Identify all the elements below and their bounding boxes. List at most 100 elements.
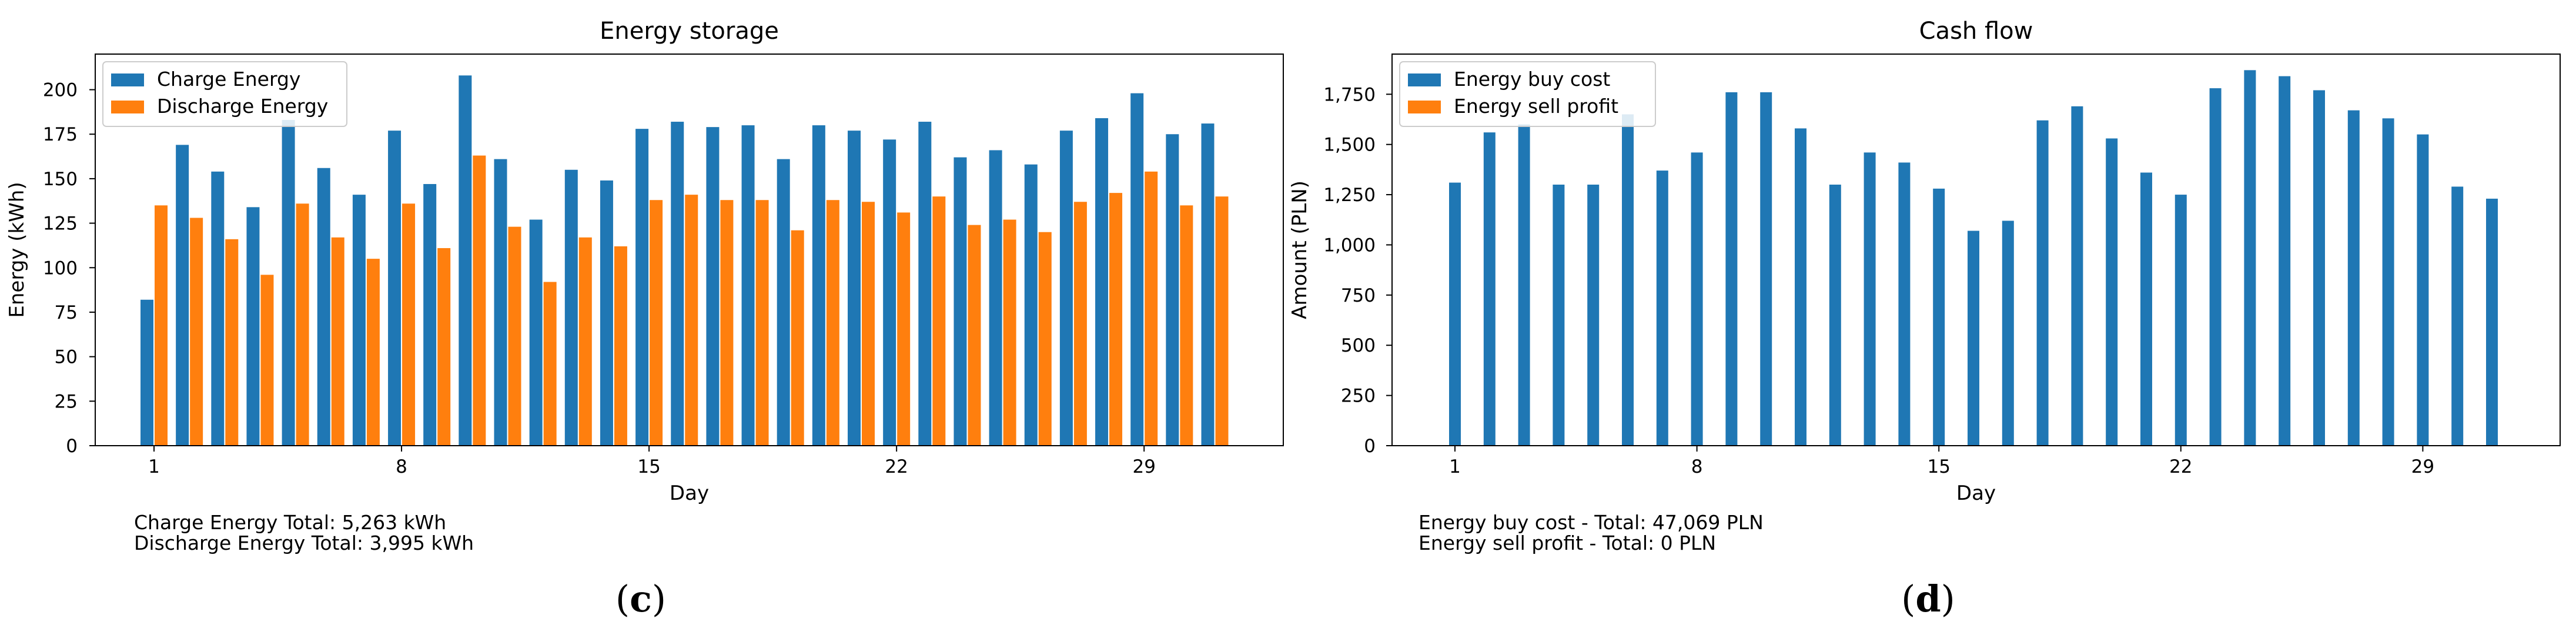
bar: [1059, 131, 1073, 446]
legend-box: [102, 61, 347, 127]
y-axis-label: Energy (kWh): [5, 182, 29, 317]
bar: [1109, 193, 1123, 446]
bar: [989, 150, 1002, 446]
bar: [1760, 92, 1772, 446]
bar: [2347, 110, 2360, 446]
bar: [2106, 138, 2118, 446]
bar: [862, 202, 875, 446]
bar: [459, 75, 472, 446]
x-tick-label: 8: [396, 456, 407, 477]
legend-label: Discharge Energy: [157, 95, 328, 118]
y-tick-label: 1,000: [1323, 235, 1376, 256]
bar: [826, 200, 839, 446]
legend-label: Energy buy cost: [1454, 68, 1610, 91]
bar: [1024, 164, 1038, 446]
x-tick-label: 15: [637, 456, 660, 477]
bar: [918, 122, 932, 446]
bar: [1166, 134, 1179, 446]
bar: [932, 196, 946, 446]
x-tick-label: 1: [1449, 456, 1461, 477]
bar: [1864, 152, 1876, 446]
bar: [1691, 152, 1703, 446]
y-tick-label: 1,750: [1323, 84, 1376, 105]
bar: [2036, 120, 2049, 446]
bar: [755, 200, 769, 446]
bar: [2244, 70, 2256, 446]
bar: [282, 120, 295, 446]
plot-frame: [95, 54, 1284, 446]
bar: [791, 230, 804, 446]
bar: [1622, 114, 1634, 446]
caption-paren-open: (: [615, 577, 630, 620]
bar: [1829, 185, 1841, 446]
chart-energy-storage: Energy storage 0 25 50 75 100 125 150 175 200 1 8 15…: [5, 18, 1284, 620]
series-charge-energy: [140, 75, 1215, 446]
bar: [1725, 92, 1738, 446]
x-axis-label: Day: [1956, 482, 1996, 505]
legend: Charge Energy Discharge Energy: [102, 61, 347, 127]
bar: [2486, 198, 2498, 446]
legend-swatch: [1408, 101, 1441, 113]
bar: [883, 139, 896, 446]
bar: [423, 183, 437, 446]
bar: [2002, 220, 2014, 446]
bar: [578, 237, 592, 446]
bar: [2174, 195, 2187, 446]
x-tick-label: 8: [1691, 456, 1703, 477]
bar: [1003, 219, 1016, 446]
bar: [1553, 185, 1565, 446]
bar: [494, 159, 507, 446]
bar: [176, 145, 189, 446]
bar: [720, 200, 734, 446]
bar: [437, 248, 451, 446]
legend-label: Energy sell profit: [1454, 95, 1618, 118]
panel-caption: (c): [615, 577, 666, 620]
y-tick-label: 0: [66, 436, 78, 457]
y-tick-label: 750: [1341, 285, 1376, 306]
bar: [2071, 106, 2083, 446]
caption-letter: c: [630, 577, 652, 620]
chart-cash-flow: Cash flow 0 250 500 750 1,000 1,250 1,500 1,750 1…: [1288, 18, 2561, 620]
bar: [2382, 118, 2394, 446]
bar: [296, 203, 309, 446]
bar: [614, 246, 627, 446]
y-tick-label: 200: [43, 80, 78, 101]
bar: [1968, 230, 1979, 446]
bar: [1587, 185, 1600, 446]
y-tick-label: 175: [43, 124, 78, 145]
bar: [741, 125, 755, 446]
bar: [848, 131, 861, 446]
bar: [388, 131, 402, 446]
y-tick-label: 1,500: [1323, 135, 1376, 156]
summary-line: Energy buy cost - Total: 47,069 PLN: [1419, 511, 1764, 534]
bar: [246, 207, 260, 446]
caption-paren-close: ): [652, 577, 666, 620]
bar: [1201, 123, 1215, 446]
bar: [1145, 171, 1158, 446]
bar: [140, 299, 153, 446]
y-tick-label: 50: [55, 347, 78, 368]
bar: [685, 195, 698, 446]
bar: [1130, 93, 1144, 446]
caption-letter: d: [1915, 577, 1941, 620]
x-tick-label: 15: [1927, 456, 1950, 477]
bar: [2279, 76, 2291, 446]
plot-frame: [1391, 54, 2561, 446]
y-tick-label: 150: [43, 169, 78, 190]
y-tick-label: 500: [1341, 335, 1376, 356]
bar: [331, 237, 344, 446]
bar: [2140, 172, 2152, 446]
x-tick-label: 29: [1132, 456, 1155, 477]
bar: [1898, 162, 1911, 446]
legend: Energy buy cost Energy sell profit: [1399, 61, 1656, 127]
bar: [600, 180, 613, 446]
y-tick-label: 25: [55, 391, 78, 412]
summary-line: Discharge Energy Total: 3,995 kWh: [134, 532, 474, 554]
bar: [352, 195, 366, 446]
series-discharge-energy: [155, 155, 1229, 446]
chart-title: Cash flow: [1919, 18, 2033, 45]
bar: [650, 200, 663, 446]
bar: [317, 168, 330, 446]
legend-label: Charge Energy: [157, 68, 300, 91]
